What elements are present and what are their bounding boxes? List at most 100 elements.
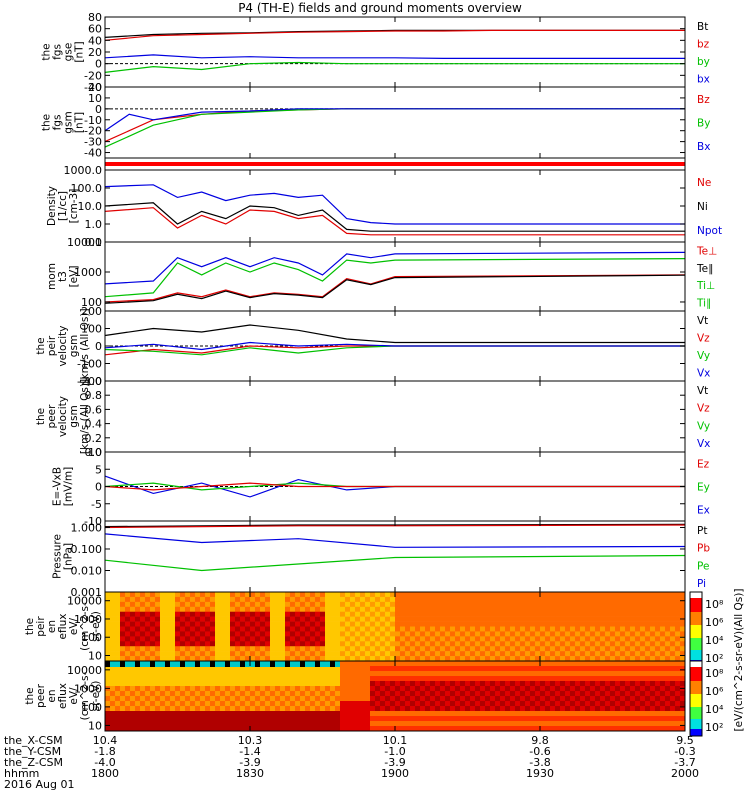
spectrogram-cell <box>335 596 341 603</box>
spectrogram-cell <box>220 596 226 603</box>
spectrogram-cell <box>260 666 266 672</box>
spectrogram-cell <box>110 696 116 702</box>
spectrogram-cell <box>275 616 281 622</box>
spectrogram-cell <box>645 676 651 682</box>
spectrogram-cell <box>430 696 436 702</box>
spectrogram-cell <box>170 716 176 722</box>
spectrogram-cell <box>265 656 271 662</box>
ephemeris-value: 1800 <box>91 767 119 780</box>
spectrogram-cell <box>215 671 221 677</box>
spectrogram-cell <box>375 596 381 603</box>
spectrogram-cell <box>155 691 161 697</box>
spectrogram-cell <box>650 621 656 627</box>
spectrogram-cell <box>610 641 616 647</box>
spectrogram-cell <box>495 616 501 622</box>
spectrogram-cell <box>125 636 131 642</box>
spectrogram-cell <box>235 641 241 647</box>
spectrogram-cell <box>435 611 441 617</box>
spectrogram-cell <box>560 681 566 687</box>
spectrogram-cell <box>550 706 556 712</box>
spectrogram-cell <box>110 671 116 677</box>
spectrogram-cell <box>195 631 201 637</box>
spectrogram-cell <box>120 616 126 622</box>
spectrogram-cell <box>445 691 451 697</box>
spectrogram-cell <box>590 706 596 712</box>
spectrogram-cell <box>300 636 306 642</box>
spectrogram-cell <box>670 726 676 732</box>
spectrogram-cell <box>120 596 126 603</box>
spectrogram-cell <box>160 626 166 632</box>
spectrogram-cell <box>465 641 471 647</box>
spectrogram-cell <box>555 726 561 732</box>
spectrogram-cell <box>550 616 556 622</box>
spectrogram-cell <box>365 641 371 647</box>
spectrogram-cell <box>240 636 246 642</box>
spectrogram-cell <box>465 671 471 677</box>
spectrogram-cell <box>210 666 216 672</box>
spectrogram-cell <box>665 676 671 682</box>
spectrogram-cell <box>320 671 326 677</box>
spectrogram-cell <box>605 666 611 672</box>
spectrogram-cell <box>295 726 301 732</box>
spectrogram-cell <box>385 716 391 722</box>
spectrogram-cell <box>500 666 506 672</box>
spectrogram-cell <box>310 651 316 657</box>
spectrogram-cell <box>275 706 281 712</box>
spectrogram-cell <box>565 656 571 662</box>
spectrogram-cell <box>500 691 506 697</box>
spectrogram-cell <box>255 686 261 692</box>
spectrogram-cell <box>590 656 596 662</box>
spectrogram-cell <box>630 656 636 662</box>
spectrogram-cell <box>360 676 366 682</box>
spectrogram-cell <box>335 641 341 647</box>
spectrogram-cell <box>355 676 361 682</box>
spectrogram-cell <box>390 721 396 727</box>
spectrogram-cell <box>620 681 626 687</box>
spectrogram-cell <box>155 696 161 702</box>
spectrogram-cell <box>570 676 576 682</box>
spectrogram-cell <box>305 671 311 677</box>
spectrogram-cell <box>590 696 596 702</box>
spectrogram-cell <box>370 611 376 617</box>
spectrogram-cell <box>280 666 286 672</box>
spectrogram-cell <box>330 696 336 702</box>
y-tick-label: 20 <box>88 46 102 59</box>
spectrogram-cell <box>315 721 321 727</box>
spectrogram-cell <box>395 651 401 657</box>
spectrogram-cell <box>350 661 356 667</box>
spectrogram-cell <box>285 656 291 662</box>
spectrogram-cell <box>235 636 241 642</box>
spectrogram-cell <box>245 606 251 613</box>
legend-vz-label: Vz <box>697 403 710 415</box>
spectrogram-cell <box>405 596 411 603</box>
y-axis-label-line: t3 <box>57 271 69 282</box>
spectrogram-cell <box>295 711 301 717</box>
y-tick-label: 20 <box>88 81 102 94</box>
spectrogram-cell <box>135 636 141 642</box>
spectrogram-cell <box>275 646 281 652</box>
spectrogram-cell <box>105 621 111 627</box>
spectrogram-cell <box>450 626 456 632</box>
spectrogram-cell <box>440 641 446 647</box>
y-axis-label-line: eflux <box>57 683 69 709</box>
spectrogram-cell <box>560 686 566 692</box>
spectrogram-cell <box>650 706 656 712</box>
spectrogram-cell <box>500 601 506 608</box>
spectrogram-cell <box>455 721 461 727</box>
spectrogram-cell <box>185 596 191 603</box>
spectrogram-cell <box>650 641 656 647</box>
spectrogram-cell <box>665 716 671 722</box>
spectrogram-cell <box>140 616 146 622</box>
spectrogram-cell <box>630 686 636 692</box>
spectrogram-cell <box>235 592 241 598</box>
spectrogram-cell <box>570 686 576 692</box>
spectrogram-cell <box>535 666 541 672</box>
spectrogram-cell <box>280 691 286 697</box>
spectrogram-cell <box>595 631 601 637</box>
spectrogram-cell <box>315 606 321 613</box>
spectrogram-cell <box>635 631 641 637</box>
spectrogram-cell <box>645 711 651 717</box>
spectrogram-cell <box>210 601 216 608</box>
spectrogram-cell <box>345 596 351 603</box>
spectrogram-cell <box>345 656 351 662</box>
